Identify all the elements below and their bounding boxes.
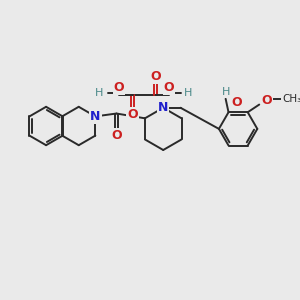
Text: O: O (164, 81, 174, 94)
Text: H: H (221, 87, 230, 97)
Text: O: O (150, 70, 161, 83)
Text: H: H (184, 88, 193, 98)
Text: CH₃: CH₃ (282, 94, 300, 104)
Text: O: O (127, 108, 138, 121)
Text: O: O (231, 96, 242, 109)
Text: O: O (262, 94, 272, 107)
Text: H: H (95, 88, 104, 98)
Text: N: N (90, 110, 100, 123)
Text: N: N (158, 101, 168, 114)
Text: O: O (114, 81, 124, 94)
Text: O: O (111, 129, 122, 142)
